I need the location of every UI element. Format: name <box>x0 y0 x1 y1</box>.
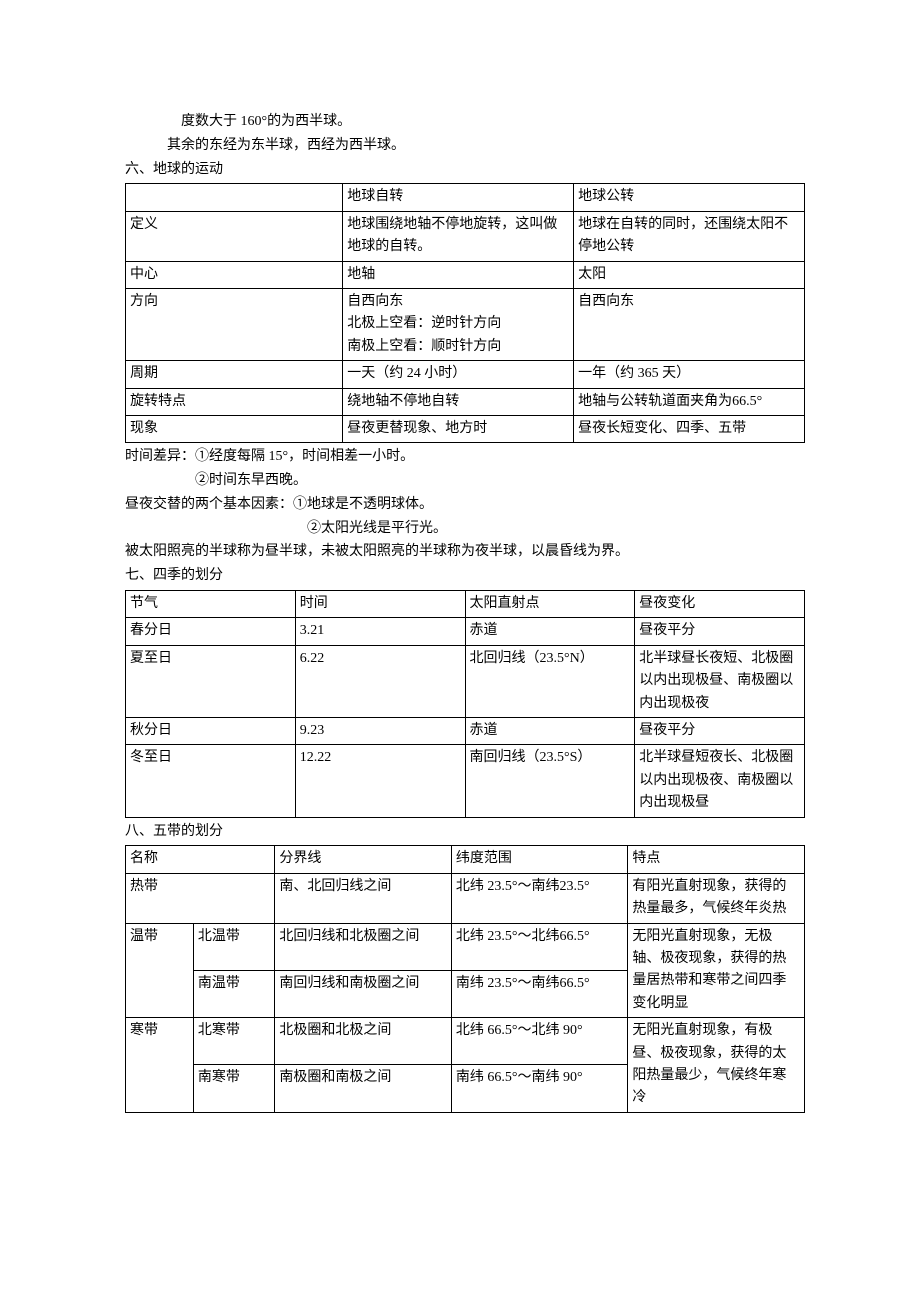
table-cell: 现象 <box>126 415 343 442</box>
table-row: 节气 时间 太阳直射点 昼夜变化 <box>126 591 805 618</box>
table-cell: 南寒带 <box>193 1065 274 1112</box>
table-row: 现象 昼夜更替现象、地方时 昼夜长短变化、四季、五带 <box>126 415 805 442</box>
document-page: 度数大于 160°的为西半球。 其余的东经为东半球，西经为西半球。 六、地球的运… <box>0 0 920 1175</box>
table-row: 寒带 北寒带 北极圈和北极之间 北纬 66.5°～北纬 90° 无阳光直射现象，… <box>126 1018 805 1065</box>
table-cell: 赤道 <box>465 718 635 745</box>
table-cell: 北纬 23.5°～南纬23.5° <box>451 873 628 923</box>
table-cell: 昼夜平分 <box>635 718 805 745</box>
table-cell: 寒带 <box>126 1018 194 1113</box>
table-cell: 无阳光直射现象，有极昼、极夜现象，获得的太阳热量最少，气候终年寒冷 <box>628 1018 805 1113</box>
table-cell: 南温带 <box>193 970 274 1017</box>
table-cell: 地轴与公转轨道面夹角为66.5° <box>574 388 805 415</box>
table-cell: 北半球昼长夜短、北极圈以内出现极昼、南极圈以内出现极夜 <box>635 645 805 717</box>
table-header-cell: 昼夜变化 <box>635 591 805 618</box>
table-cell: 绕地轴不停地自转 <box>343 388 574 415</box>
table-cell: 热带 <box>126 873 275 923</box>
table-cell: 北回归线（23.5°N） <box>465 645 635 717</box>
table-header-cell: 分界线 <box>275 846 452 873</box>
table-cell: 方向 <box>126 288 343 360</box>
table-cell: 中心 <box>126 261 343 288</box>
table-cell: 自西向东 <box>574 288 805 360</box>
table-cell: 地轴 <box>343 261 574 288</box>
table-header-cell: 地球公转 <box>574 184 805 211</box>
table-cell: 昼夜更替现象、地方时 <box>343 415 574 442</box>
table-cell: 地球在自转的同时，还围绕太阳不停地公转 <box>574 211 805 261</box>
table-cell: 南、北回归线之间 <box>275 873 452 923</box>
table-cell: 秋分日 <box>126 718 296 745</box>
mid-text-line-3: 昼夜交替的两个基本因素：①地球是不透明球体。 <box>125 493 805 517</box>
table-cell: 旋转特点 <box>126 388 343 415</box>
zones-table: 名称 分界线 纬度范围 特点 热带 南、北回归线之间 北纬 23.5°～南纬23… <box>125 845 805 1112</box>
table-cell: 南回归线和南极圈之间 <box>275 970 452 1017</box>
table-row: 温带 北温带 北回归线和北极圈之间 北纬 23.5°～北纬66.5° 无阳光直射… <box>126 923 805 970</box>
mid-text-line-5: 被太阳照亮的半球称为昼半球，未被太阳照亮的半球称为夜半球，以晨昏线为界。 <box>125 540 805 564</box>
table-cell: 定义 <box>126 211 343 261</box>
intro-line-1: 度数大于 160°的为西半球。 <box>125 110 805 134</box>
table-header-cell: 地球自转 <box>343 184 574 211</box>
section-8-title: 八、五带的划分 <box>125 820 805 844</box>
table-row: 中心 地轴 太阳 <box>126 261 805 288</box>
table-cell: 温带 <box>126 923 194 1018</box>
table-row: 热带 南、北回归线之间 北纬 23.5°～南纬23.5° 有阳光直射现象，获得的… <box>126 873 805 923</box>
table-cell: 太阳 <box>574 261 805 288</box>
section-7-title: 七、四季的划分 <box>125 564 805 588</box>
table-cell: 一年（约 365 天） <box>574 361 805 388</box>
table-cell: 赤道 <box>465 618 635 645</box>
table-cell: 9.23 <box>295 718 465 745</box>
mid-text-line-1: 时间差异：①经度每隔 15°，时间相差一小时。 <box>125 445 805 469</box>
mid-text-line-4: ②太阳光线是平行光。 <box>125 517 805 541</box>
table-cell: 一天（约 24 小时） <box>343 361 574 388</box>
table-cell: 冬至日 <box>126 745 296 817</box>
table-cell: 南极圈和南极之间 <box>275 1065 452 1112</box>
table-header-cell <box>126 184 343 211</box>
table-cell: 春分日 <box>126 618 296 645</box>
table-cell: 夏至日 <box>126 645 296 717</box>
table-row: 名称 分界线 纬度范围 特点 <box>126 846 805 873</box>
section-6-title: 六、地球的运动 <box>125 158 805 182</box>
table-row: 春分日 3.21 赤道 昼夜平分 <box>126 618 805 645</box>
table-cell: 北回归线和北极圈之间 <box>275 923 452 970</box>
table-row: 冬至日 12.22 南回归线（23.5°S） 北半球昼短夜长、北极圈以内出现极夜… <box>126 745 805 817</box>
table-cell: 3.21 <box>295 618 465 645</box>
table-row: 旋转特点 绕地轴不停地自转 地轴与公转轨道面夹角为66.5° <box>126 388 805 415</box>
table-row: 方向 自西向东 北极上空看：逆时针方向 南极上空看：顺时针方向 自西向东 <box>126 288 805 360</box>
table-cell: 南纬 23.5°～南纬66.5° <box>451 970 628 1017</box>
table-row: 秋分日 9.23 赤道 昼夜平分 <box>126 718 805 745</box>
table-header-cell: 纬度范围 <box>451 846 628 873</box>
table-header-cell: 太阳直射点 <box>465 591 635 618</box>
table-cell: 南回归线（23.5°S） <box>465 745 635 817</box>
seasons-table: 节气 时间 太阳直射点 昼夜变化 春分日 3.21 赤道 昼夜平分 夏至日 6.… <box>125 590 805 818</box>
table-cell: 昼夜长短变化、四季、五带 <box>574 415 805 442</box>
table-row: 周期 一天（约 24 小时） 一年（约 365 天） <box>126 361 805 388</box>
mid-text-line-2: ②时间东早西晚。 <box>125 469 805 493</box>
table-cell: 无阳光直射现象，无极轴、极夜现象，获得的热量居热带和寒带之间四季变化明显 <box>628 923 805 1018</box>
table-header-cell: 特点 <box>628 846 805 873</box>
table-row: 定义 地球围绕地轴不停地旋转，这叫做地球的自转。 地球在自转的同时，还围绕太阳不… <box>126 211 805 261</box>
table-cell: 6.22 <box>295 645 465 717</box>
table-cell: 北半球昼短夜长、北极圈以内出现极夜、南极圈以内出现极昼 <box>635 745 805 817</box>
table-cell: 北寒带 <box>193 1018 274 1065</box>
table-cell: 北纬 66.5°～北纬 90° <box>451 1018 628 1065</box>
table-cell: 南纬 66.5°～南纬 90° <box>451 1065 628 1112</box>
table-row: 夏至日 6.22 北回归线（23.5°N） 北半球昼长夜短、北极圈以内出现极昼、… <box>126 645 805 717</box>
table-cell: 自西向东 北极上空看：逆时针方向 南极上空看：顺时针方向 <box>343 288 574 360</box>
table-cell: 周期 <box>126 361 343 388</box>
table-cell: 北纬 23.5°～北纬66.5° <box>451 923 628 970</box>
table-header-cell: 时间 <box>295 591 465 618</box>
earth-motion-table: 地球自转 地球公转 定义 地球围绕地轴不停地旋转，这叫做地球的自转。 地球在自转… <box>125 183 805 443</box>
table-cell: 北温带 <box>193 923 274 970</box>
table-cell: 有阳光直射现象，获得的热量最多，气候终年炎热 <box>628 873 805 923</box>
table-header-cell: 名称 <box>126 846 275 873</box>
table-cell: 昼夜平分 <box>635 618 805 645</box>
intro-line-2: 其余的东经为东半球，西经为西半球。 <box>125 134 805 158</box>
table-cell: 12.22 <box>295 745 465 817</box>
table-cell: 北极圈和北极之间 <box>275 1018 452 1065</box>
table-row: 地球自转 地球公转 <box>126 184 805 211</box>
table-cell: 地球围绕地轴不停地旋转，这叫做地球的自转。 <box>343 211 574 261</box>
table-header-cell: 节气 <box>126 591 296 618</box>
